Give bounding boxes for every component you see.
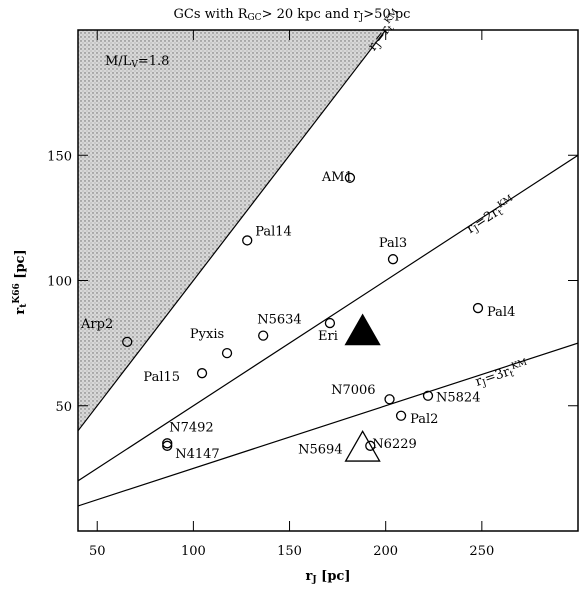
- y-tick-label: 50: [55, 400, 72, 415]
- x-axis-label-part: r: [306, 569, 313, 584]
- data-point: [365, 440, 376, 451]
- chart-title-part: GCs with R: [174, 7, 249, 22]
- x-axis-label: rJ [pc]: [306, 569, 351, 585]
- data-point: [242, 235, 253, 246]
- y-axis-label-part: [pc]: [13, 249, 28, 283]
- point-label: Eri: [318, 329, 338, 344]
- y-axis-label: rtK66 [pc]: [12, 249, 29, 314]
- data-point: [162, 438, 173, 449]
- line-label-part: KM: [496, 194, 515, 211]
- data-point: [384, 394, 395, 405]
- data-point: [162, 440, 173, 451]
- line-label-part: =3r: [483, 364, 513, 386]
- line-label: rJ=2rtKM: [464, 194, 519, 238]
- data-point: [122, 336, 133, 348]
- plot-area: [78, 30, 578, 507]
- line-label-part: J: [472, 224, 482, 235]
- point-label: N5694: [298, 442, 342, 457]
- point-label: Arp2: [80, 317, 113, 332]
- x-tick-label: 200: [373, 544, 398, 559]
- y-axis-label-part: t: [19, 303, 29, 308]
- line-label-part: KM: [510, 358, 528, 372]
- y-tick-label: 100: [47, 275, 72, 290]
- chart-title-part: J: [359, 13, 364, 23]
- data-point: [324, 317, 336, 329]
- data-point: [196, 368, 208, 379]
- y-tick-label: 150: [47, 149, 72, 164]
- data-point: [344, 172, 356, 183]
- relation-line: [78, 154, 578, 482]
- chart-title-part: GC: [247, 13, 261, 23]
- x-tick-label: 50: [89, 544, 106, 559]
- data-point: [422, 390, 434, 401]
- line-label-part: r: [474, 373, 485, 389]
- annotation-part: M/L: [105, 54, 132, 69]
- annotation: M/LV=1.8: [105, 54, 169, 70]
- chart-title-part: >50 pc: [363, 7, 410, 22]
- line-label-part: t: [386, 24, 396, 33]
- point-label: N7492: [169, 420, 213, 435]
- line-label: rJ=3rtKM: [473, 358, 530, 391]
- triangle-marker: [344, 313, 381, 346]
- x-tick-label: 100: [181, 544, 206, 559]
- line-label-part: t: [497, 208, 506, 219]
- data-point: [395, 410, 407, 421]
- chart-title-part: > 20 kpc and r: [262, 7, 361, 22]
- y-axis-label-part: K66: [12, 283, 22, 303]
- point-label: Pal4: [487, 305, 515, 320]
- point-label: N6229: [372, 437, 416, 452]
- line-label-part: J: [373, 40, 384, 50]
- point-label: N7006: [331, 383, 375, 398]
- data-point: [258, 330, 269, 341]
- x-axis-label-part: [pc]: [317, 569, 351, 584]
- x-tick-label: 150: [277, 544, 302, 559]
- point-label: AM1: [321, 170, 353, 185]
- line-label-part: J: [480, 378, 488, 389]
- x-tick-label: 250: [469, 544, 494, 559]
- point-label: Pyxis: [190, 327, 224, 342]
- annotation-part: =1.8: [138, 54, 170, 69]
- chart-title: GCs with RGC> 20 kpc and rJ>50 pc: [174, 7, 411, 23]
- triangle-marker: [344, 430, 381, 462]
- relation-line: [78, 342, 578, 507]
- data-point: [221, 347, 233, 359]
- point-label: Pal14: [255, 224, 292, 239]
- line-label-part: t: [509, 369, 516, 380]
- point-label: Pal3: [379, 236, 407, 251]
- point-label: Pal15: [143, 370, 180, 385]
- point-label: N5824: [436, 391, 480, 406]
- point-label: N4147: [175, 447, 219, 462]
- data-point: [387, 254, 399, 265]
- x-axis-label-part: J: [311, 575, 316, 585]
- point-label: N5634: [257, 313, 301, 328]
- point-label: Pal2: [410, 412, 438, 427]
- data-point: [472, 302, 484, 314]
- relation-line: [78, 30, 387, 432]
- annotation-part: V: [130, 60, 138, 70]
- y-axis-label-part: r: [13, 308, 28, 315]
